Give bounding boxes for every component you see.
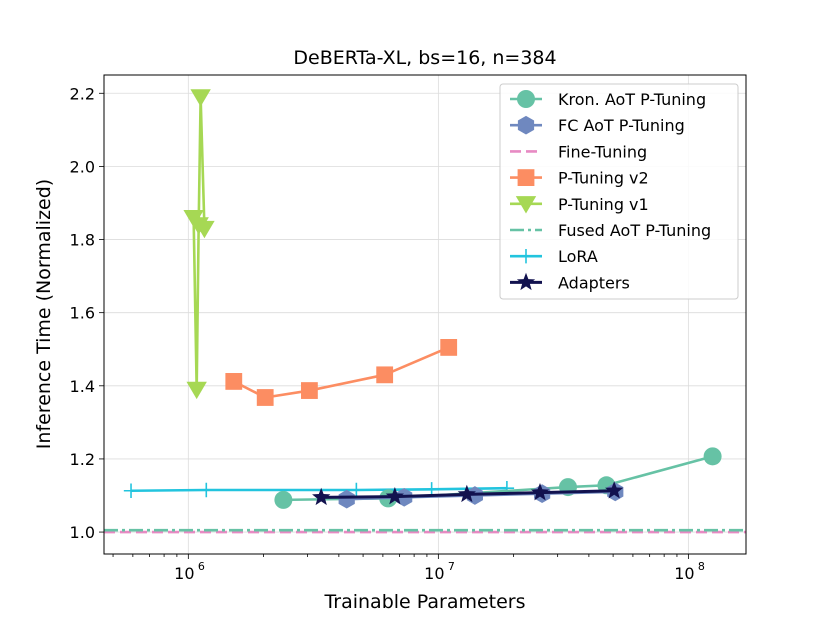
data-point bbox=[516, 272, 536, 291]
legend-entry-lora: LoRA bbox=[510, 247, 598, 266]
data-point bbox=[376, 366, 394, 384]
data-point bbox=[190, 89, 211, 107]
legend-label: Fine-Tuning bbox=[558, 142, 647, 161]
data-point bbox=[518, 249, 534, 264]
y-tick-label: 1.0 bbox=[70, 523, 95, 542]
data-point bbox=[256, 389, 274, 406]
data-point bbox=[530, 482, 550, 501]
legend-label: Adapters bbox=[558, 273, 630, 292]
x-tick-exponent: 7 bbox=[448, 560, 455, 573]
data-point bbox=[301, 382, 318, 399]
data-point bbox=[517, 169, 535, 186]
legend-entry-ptv2: P-Tuning v2 bbox=[510, 169, 649, 188]
data-point bbox=[349, 482, 364, 498]
x-tick-exponent: 6 bbox=[198, 560, 205, 573]
series-ptv1 bbox=[183, 89, 215, 400]
data-point bbox=[312, 487, 331, 506]
legend-entry-adapters: Adapters bbox=[510, 272, 630, 292]
legend-frame bbox=[499, 83, 739, 300]
series-line bbox=[131, 486, 507, 493]
legend-label: P-Tuning v1 bbox=[558, 195, 649, 214]
y-tick-label: 1.2 bbox=[70, 450, 95, 469]
data-point bbox=[274, 490, 293, 509]
grid-layer bbox=[104, 75, 746, 554]
y-tick-label: 1.6 bbox=[70, 304, 95, 323]
x-tick-exponent: 8 bbox=[698, 560, 705, 573]
data-point bbox=[515, 196, 537, 214]
data-point bbox=[605, 481, 624, 499]
data-point bbox=[123, 483, 139, 498]
series-adapters bbox=[312, 481, 624, 506]
legend-label: FC AoT P-Tuning bbox=[558, 116, 685, 135]
data-point bbox=[517, 115, 535, 135]
data-point bbox=[225, 373, 243, 390]
data-point bbox=[440, 339, 458, 356]
legend-label: P-Tuning v2 bbox=[558, 169, 649, 188]
x-tick-label: 10 bbox=[424, 564, 444, 583]
y-tick-label: 1.8 bbox=[70, 231, 95, 250]
legend-entry-fc: FC AoT P-Tuning bbox=[510, 115, 685, 135]
legend-label: Kron. AoT P-Tuning bbox=[558, 90, 706, 109]
data-point bbox=[703, 447, 722, 466]
data-point bbox=[457, 484, 476, 503]
y-tick-label: 1.4 bbox=[70, 377, 95, 396]
legend-label: LoRA bbox=[558, 247, 598, 266]
legend-entry-fused: Fused AoT P-Tuning bbox=[510, 221, 711, 240]
series-line bbox=[192, 95, 206, 391]
y-tick-label: 2.2 bbox=[70, 84, 95, 103]
data-point bbox=[385, 486, 404, 505]
y-axis-label: Inference Time (Normalized) bbox=[33, 179, 55, 449]
data-point bbox=[199, 482, 214, 498]
legend-entry-ptv1: P-Tuning v1 bbox=[510, 195, 649, 214]
series-layer bbox=[104, 89, 746, 534]
y-tick-label: 2.0 bbox=[70, 157, 95, 176]
data-point bbox=[194, 220, 215, 239]
series-ptv2 bbox=[225, 339, 458, 406]
legend-label: Fused AoT P-Tuning bbox=[558, 221, 711, 240]
x-axis-label: Trainable Parameters bbox=[323, 591, 525, 613]
legend-entry-kron: Kron. AoT P-Tuning bbox=[510, 90, 706, 109]
series-lora bbox=[123, 480, 515, 498]
x-tick-label: 10 bbox=[174, 564, 194, 583]
legend: Kron. AoT P-Tuning FC AoT P-Tuning Fine-Tu… bbox=[499, 83, 739, 300]
tick-layer: 1.0 1.2 1.4 1.6 1.8 2.0 2.2 10 6 10 7 10 8 bbox=[70, 84, 705, 583]
data-point bbox=[517, 90, 535, 108]
x-tick-label: 10 bbox=[674, 564, 694, 583]
data-point bbox=[338, 489, 355, 509]
plot-frame bbox=[103, 74, 747, 555]
chart-title: DeBERTa-XL, bs=16, n=384 bbox=[293, 47, 556, 69]
legend-entry-fine: Fine-Tuning bbox=[510, 142, 647, 161]
data-point bbox=[186, 381, 207, 400]
